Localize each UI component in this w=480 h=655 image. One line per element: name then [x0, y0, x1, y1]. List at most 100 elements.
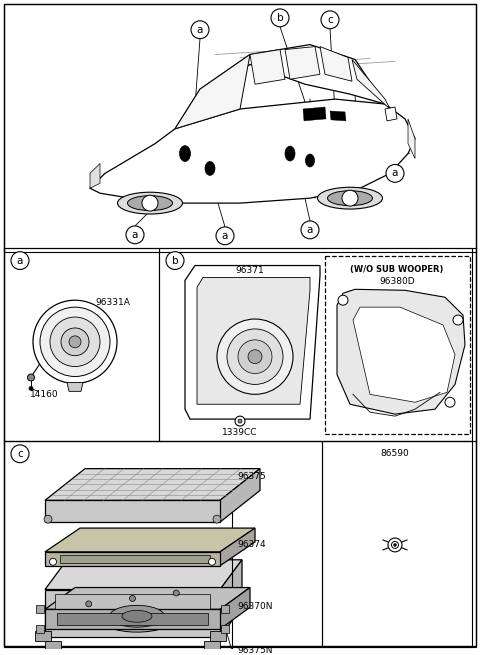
Polygon shape [35, 631, 51, 641]
Polygon shape [45, 588, 250, 609]
Circle shape [453, 315, 463, 325]
Bar [322, 441, 472, 647]
Text: 1339CC: 1339CC [222, 428, 258, 438]
Circle shape [235, 416, 245, 426]
Bar [4, 248, 476, 441]
Circle shape [238, 340, 272, 373]
Bar [325, 255, 470, 434]
Text: a: a [132, 230, 138, 240]
Text: 96374: 96374 [237, 540, 265, 550]
Bar [55, 595, 210, 609]
Polygon shape [90, 164, 100, 188]
Polygon shape [60, 555, 210, 563]
Polygon shape [45, 500, 220, 522]
Circle shape [216, 227, 234, 245]
Circle shape [238, 419, 242, 423]
Bar [36, 605, 44, 613]
Polygon shape [385, 107, 397, 121]
Polygon shape [204, 641, 220, 651]
Text: c: c [327, 15, 333, 25]
Text: a: a [17, 255, 23, 265]
Circle shape [49, 558, 57, 565]
Polygon shape [250, 50, 285, 84]
Circle shape [392, 542, 398, 548]
Text: a: a [197, 25, 203, 35]
Polygon shape [353, 307, 455, 402]
Circle shape [394, 544, 396, 546]
Circle shape [11, 445, 29, 462]
Circle shape [40, 307, 110, 377]
Circle shape [173, 590, 179, 596]
Polygon shape [408, 119, 415, 159]
Polygon shape [57, 613, 208, 625]
Bar [159, 248, 472, 441]
Ellipse shape [118, 192, 182, 214]
Ellipse shape [122, 610, 152, 622]
Circle shape [213, 515, 221, 523]
Circle shape [11, 252, 29, 269]
Polygon shape [45, 609, 220, 629]
Circle shape [86, 601, 92, 607]
Polygon shape [185, 265, 320, 419]
Text: (W/O SUB WOOPER): (W/O SUB WOOPER) [350, 265, 444, 274]
Circle shape [338, 295, 348, 305]
Polygon shape [45, 468, 260, 500]
Circle shape [166, 252, 184, 269]
Circle shape [301, 221, 319, 239]
Polygon shape [197, 278, 310, 404]
Circle shape [271, 9, 289, 27]
Polygon shape [45, 528, 255, 552]
Text: 86590: 86590 [381, 449, 409, 458]
Bar [36, 625, 44, 633]
Polygon shape [175, 54, 250, 129]
Polygon shape [175, 45, 385, 129]
Bar [4, 4, 476, 252]
Text: 96371: 96371 [236, 266, 264, 275]
Circle shape [27, 374, 35, 381]
Polygon shape [285, 47, 320, 79]
Polygon shape [320, 47, 352, 81]
Polygon shape [210, 631, 226, 641]
Text: a: a [307, 225, 313, 235]
Circle shape [321, 11, 339, 29]
Bar [4, 441, 476, 647]
Bar [221, 605, 229, 613]
Text: 96331A: 96331A [95, 297, 130, 307]
Ellipse shape [305, 154, 314, 167]
Circle shape [50, 317, 100, 367]
Text: 96380D: 96380D [379, 277, 415, 286]
Circle shape [248, 350, 262, 364]
Text: 96370N: 96370N [237, 602, 273, 611]
Polygon shape [67, 383, 83, 391]
Text: a: a [392, 168, 398, 178]
Polygon shape [303, 107, 326, 121]
Ellipse shape [97, 601, 177, 632]
Polygon shape [220, 468, 260, 522]
Circle shape [61, 328, 89, 356]
Circle shape [208, 558, 216, 565]
Text: 14160: 14160 [30, 390, 59, 399]
Polygon shape [352, 60, 390, 109]
Ellipse shape [327, 191, 372, 206]
Text: 96375N: 96375N [237, 646, 273, 655]
Circle shape [191, 21, 209, 39]
Bar [4, 441, 322, 647]
Ellipse shape [205, 162, 215, 176]
Polygon shape [45, 641, 61, 651]
Circle shape [69, 336, 81, 348]
Ellipse shape [128, 196, 172, 210]
Polygon shape [45, 560, 242, 590]
Circle shape [217, 319, 293, 394]
Circle shape [126, 226, 144, 244]
Ellipse shape [180, 145, 191, 162]
Text: 96375: 96375 [237, 472, 266, 481]
Circle shape [44, 515, 52, 523]
Polygon shape [330, 111, 346, 121]
Ellipse shape [109, 605, 165, 627]
Ellipse shape [285, 146, 295, 161]
Ellipse shape [317, 187, 383, 209]
Polygon shape [220, 528, 255, 566]
Text: b: b [276, 13, 283, 23]
Circle shape [388, 538, 402, 552]
Circle shape [342, 190, 358, 206]
